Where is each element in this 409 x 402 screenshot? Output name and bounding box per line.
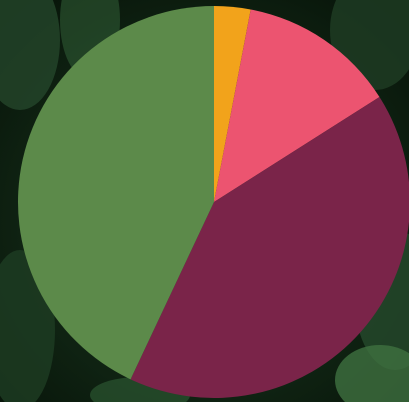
pie-slice-2 bbox=[214, 9, 380, 203]
pie-slice-4 bbox=[17, 6, 215, 380]
pie-slice-3 bbox=[130, 96, 409, 398]
pie-slice-1 bbox=[214, 6, 251, 202]
